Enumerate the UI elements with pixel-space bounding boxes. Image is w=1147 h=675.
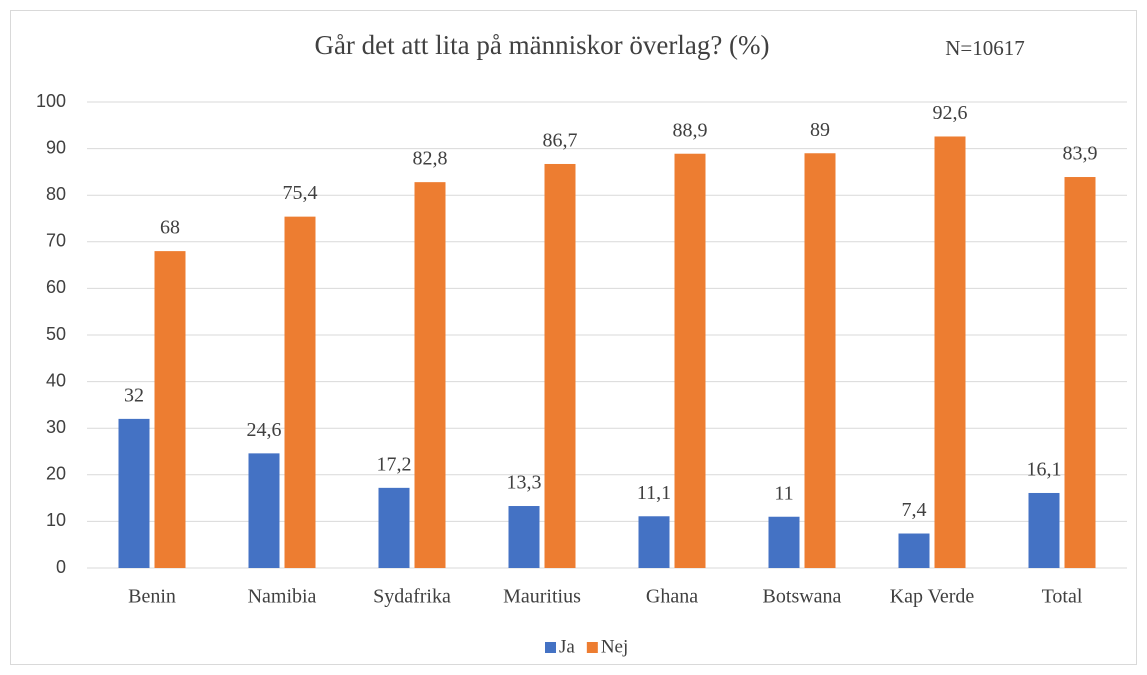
value-label: 17,2 [377, 453, 412, 475]
value-label: 75,4 [283, 182, 318, 204]
x-tick-label: Ghana [646, 586, 698, 608]
value-label: 7,4 [902, 499, 927, 521]
bar [508, 506, 540, 568]
bar [248, 453, 280, 568]
x-tick-label: Namibia [248, 586, 317, 608]
value-label: 13,3 [507, 472, 542, 494]
bar [118, 418, 150, 568]
value-label: 82,8 [413, 148, 448, 170]
y-tick-label: 30 [46, 417, 66, 437]
bar [1064, 177, 1096, 568]
y-tick-label: 100 [36, 91, 66, 111]
bar [898, 533, 930, 568]
bar [1028, 492, 1060, 568]
value-label: 86,7 [543, 130, 578, 152]
bar [378, 487, 410, 568]
legend-label: Nej [601, 636, 628, 657]
legend-label: Ja [559, 636, 575, 657]
x-tick-label: Total [1042, 586, 1083, 608]
value-label: 11 [774, 482, 793, 504]
y-tick-label: 10 [46, 510, 66, 530]
x-tick-label: Benin [128, 586, 176, 608]
value-label: 68 [160, 217, 180, 239]
value-label: 89 [810, 119, 830, 141]
y-tick-label: 90 [46, 137, 66, 157]
y-tick-label: 0 [56, 557, 66, 577]
annotation: N=10617 [945, 36, 1025, 60]
value-label: 24,6 [247, 419, 282, 441]
bar [804, 153, 836, 568]
value-label: 16,1 [1027, 459, 1062, 481]
bar [768, 516, 800, 568]
y-tick-label: 40 [46, 370, 66, 390]
y-tick-label: 20 [46, 464, 66, 484]
y-tick-label: 70 [46, 231, 66, 251]
legend-swatch [545, 642, 556, 653]
value-label: 88,9 [673, 119, 708, 141]
bar [544, 163, 576, 568]
x-tick-label: Kap Verde [890, 586, 975, 608]
bar [414, 182, 446, 569]
x-tick-label: Sydafrika [373, 586, 451, 608]
value-label: 83,9 [1063, 143, 1098, 165]
x-tick-label: Mauritius [503, 586, 581, 608]
value-label: 11,1 [637, 482, 671, 504]
chart-title: Går det att lita på människor överlag? (… [314, 30, 769, 60]
legend-swatch [586, 642, 598, 653]
bar [154, 251, 186, 568]
bar [934, 136, 966, 568]
bar [638, 516, 670, 568]
y-tick-label: 50 [46, 324, 66, 344]
value-label: 32 [124, 384, 144, 406]
y-tick-label: 60 [46, 277, 66, 297]
y-tick-label: 80 [46, 184, 66, 204]
bar [674, 153, 706, 568]
x-tick-label: Botswana [763, 586, 842, 608]
value-label: 92,6 [933, 102, 968, 124]
bar [284, 216, 316, 569]
